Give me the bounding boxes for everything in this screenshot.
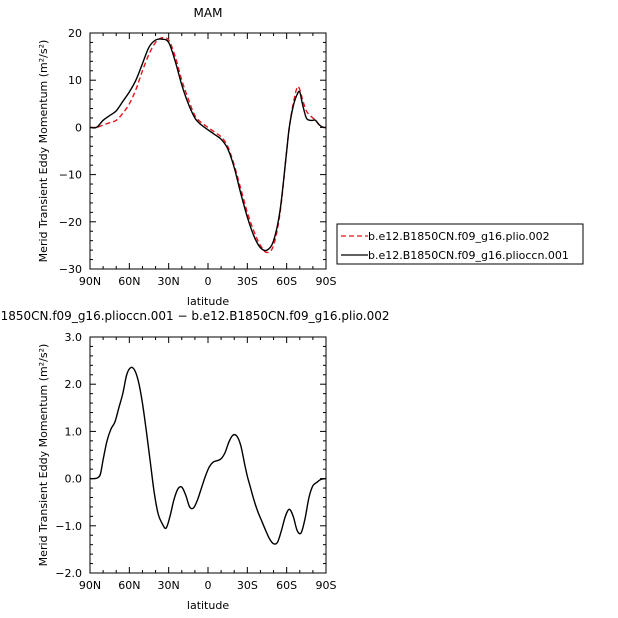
- legend-label-plio: b.e12.B1850CN.f09_g16.plio.002: [368, 230, 550, 243]
- bottom-chart-title: b.e12.B1850CN.f09_g16.plioccn.001 − b.e1…: [0, 309, 390, 323]
- top-chart-ytick-label: −10: [59, 169, 82, 182]
- bottom-chart-xtick-label: 90N: [79, 579, 101, 592]
- top-chart-xtick-label: 60S: [276, 275, 297, 288]
- top-chart-ytick-label: 0: [75, 121, 82, 134]
- top-chart-ytick-label: 20: [68, 27, 82, 40]
- bottom-chart-ytick-label: −2.0: [55, 567, 82, 580]
- bottom-chart-y-ticks: −2.0 −1.0 0.0 1.0 2.0 3.0: [55, 331, 326, 580]
- top-chart-series-line-0: [89, 36, 327, 254]
- top-chart-ytick-label: −30: [59, 263, 82, 276]
- bottom-chart-xtick-label: 60S: [276, 579, 297, 592]
- top-chart: MAM −30 −20 −10 0 10 20 90N 60N 30N 0 30S 60S 90S l…: [37, 6, 337, 308]
- top-chart-xtick-label: 60N: [118, 275, 140, 288]
- top-chart-xtick-label: 0: [205, 275, 212, 288]
- bottom-chart-ytick-label: −1.0: [55, 520, 82, 533]
- top-chart-title: MAM: [194, 6, 223, 20]
- top-chart-frame: [89, 32, 327, 270]
- top-chart-y-ticks: −30 −20 −10 0 10 20: [59, 27, 326, 276]
- top-chart-series: [89, 36, 327, 254]
- bottom-chart-ylabel: Merid Transient Eddy Momentum (m²/s²): [37, 344, 50, 567]
- legend-box: [336, 223, 584, 265]
- top-chart-x-ticks: 90N 60N 30N 0 30S 60S 90S: [79, 33, 337, 288]
- bottom-chart-xtick-label: 30S: [237, 579, 258, 592]
- bottom-chart-x-ticks: 90N 60N 30N 0 30S 60S 90S: [79, 337, 337, 592]
- bottom-chart-xtick-label: 0: [205, 579, 212, 592]
- bottom-chart-frame: [89, 336, 327, 574]
- legend-label-plioccn: b.e12.B1850CN.f09_g16.plioccn.001: [368, 249, 569, 262]
- bottom-chart: b.e12.B1850CN.f09_g16.plioccn.001 − b.e1…: [0, 309, 390, 612]
- top-chart-series-line-1: [89, 38, 327, 252]
- top-chart-ytick-label: 10: [68, 74, 82, 87]
- top-chart-ylabel: Merid Transient Eddy Momentum (m²/s²): [37, 40, 50, 263]
- bottom-chart-xtick-label: 60N: [118, 579, 140, 592]
- top-chart-xtick-label: 90N: [79, 275, 101, 288]
- top-chart-xlabel: latitude: [187, 295, 229, 308]
- bottom-chart-xtick-label: 30N: [158, 579, 180, 592]
- bottom-chart-ytick-label: 1.0: [65, 425, 83, 438]
- top-chart-xtick-label: 90S: [316, 275, 337, 288]
- bottom-chart-xlabel: latitude: [187, 599, 229, 612]
- legend: b.e12.B1850CN.f09_g16.plio.002 b.e12.B18…: [336, 223, 584, 265]
- top-chart-ytick-label: −20: [59, 216, 82, 229]
- top-chart-xtick-label: 30S: [237, 275, 258, 288]
- top-chart-xtick-label: 30N: [158, 275, 180, 288]
- bottom-chart-ytick-label: 2.0: [65, 378, 83, 391]
- bottom-chart-ytick-label: 3.0: [65, 331, 83, 344]
- bottom-chart-xtick-label: 90S: [316, 579, 337, 592]
- bottom-chart-series-line-0: [89, 366, 327, 545]
- bottom-chart-ytick-label: 0.0: [65, 473, 83, 486]
- bottom-chart-series: [89, 366, 327, 545]
